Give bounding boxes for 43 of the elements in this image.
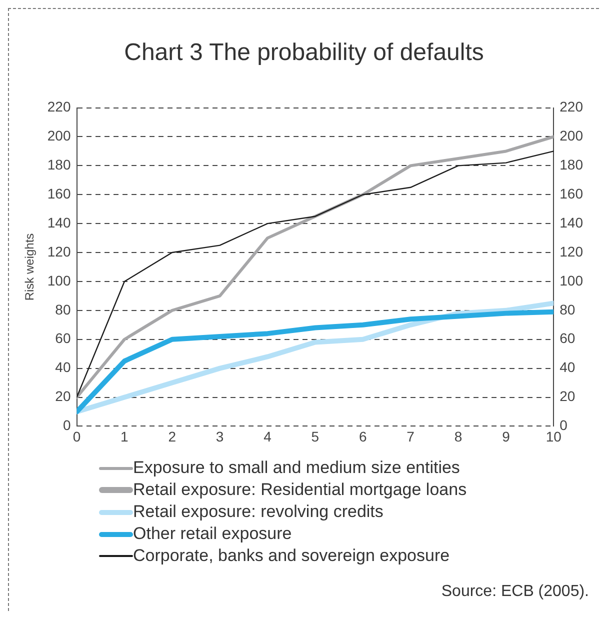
legend-label: Retail exposure: revolving credits — [133, 501, 384, 523]
y2-tick-label: 120 — [560, 243, 584, 260]
y2-tick-label: 180 — [560, 156, 584, 173]
legend-label: Exposure to small and medium size entities — [133, 457, 460, 479]
chart-title: Chart 3 The probability of defaults — [124, 39, 484, 66]
y-tick-label: 220 — [47, 98, 71, 115]
x-tick-label: 4 — [264, 428, 272, 444]
y2-tick-label: 80 — [560, 301, 576, 318]
x-tick-label: 1 — [120, 428, 129, 444]
x-tick-label: 9 — [502, 428, 510, 444]
y-tick-label: 140 — [47, 214, 71, 230]
y-tick-label: 20 — [55, 388, 71, 404]
x-tick-label: 3 — [216, 428, 224, 444]
y2-tick-label: 200 — [560, 128, 584, 144]
y2-tick-label: 220 — [560, 98, 584, 115]
y-tick-label: 160 — [47, 185, 71, 202]
x-tick-label: 0 — [72, 428, 81, 444]
y-tick-label: 120 — [47, 243, 71, 260]
source-note: Source: ECB (2005). — [440, 583, 589, 601]
x-tick-label: 5 — [311, 428, 320, 444]
y-axis-title: Risk weights — [22, 233, 37, 301]
y-tick-label: 80 — [55, 301, 71, 318]
y-tick-label: 0 — [62, 417, 71, 434]
y2-tick-label: 0 — [560, 417, 568, 434]
y-tick-label: 60 — [55, 330, 71, 346]
y-tick-label: 40 — [55, 359, 71, 376]
y2-tick-label: 60 — [560, 330, 576, 346]
y2-tick-label: 100 — [560, 272, 584, 288]
legend-label: Retail exposure: Residential mortgage loans — [133, 479, 467, 501]
y-tick-label: 180 — [47, 156, 71, 173]
y2-tick-label: 40 — [560, 359, 576, 376]
legend-label: Corporate, banks and sovereign exposure — [133, 545, 450, 567]
x-tick-label: 7 — [406, 428, 415, 444]
x-tick-label: 10 — [546, 428, 562, 444]
y2-tick-label: 160 — [560, 185, 584, 202]
legend-label: Other retail exposure — [133, 523, 292, 545]
x-tick-label: 8 — [454, 428, 462, 444]
x-tick-label: 6 — [358, 428, 367, 444]
y2-tick-label: 140 — [560, 214, 584, 230]
y-tick-label: 200 — [47, 128, 71, 144]
y2-tick-label: 20 — [560, 388, 576, 404]
x-tick-label: 2 — [168, 428, 176, 444]
y-tick-label: 100 — [47, 272, 71, 288]
